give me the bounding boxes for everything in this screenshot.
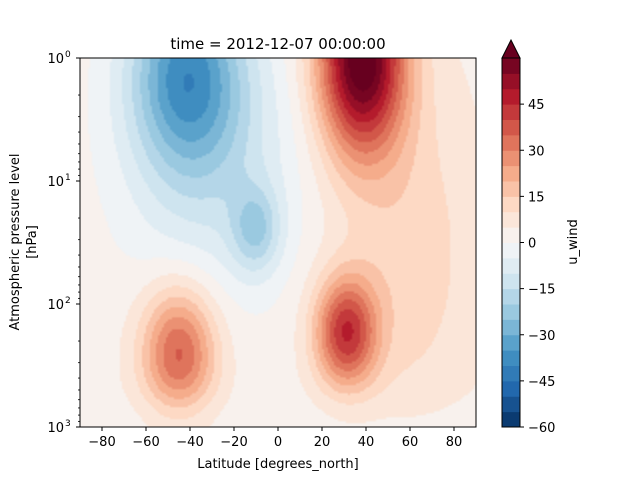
- colorbar-tick-label: 30: [528, 144, 545, 159]
- y-axis-label-line2: [hPa]: [25, 225, 40, 259]
- colorbar-tick-label: −45: [528, 375, 555, 390]
- colorbar-label: u_wind: [566, 219, 581, 264]
- colorbar-bin: [502, 411, 520, 428]
- colorbar-bin: [502, 104, 520, 120]
- y-tick-label: 10: [47, 421, 64, 436]
- colorbar-bin: [502, 196, 520, 213]
- x-tick-label: −40: [176, 435, 203, 450]
- x-tick-label: −60: [132, 435, 159, 450]
- colorbar-bin: [502, 334, 520, 351]
- x-axis-label: Latitude [degrees_north]: [197, 457, 358, 472]
- colorbar-bin: [502, 73, 520, 90]
- x-tick-label: 80: [446, 435, 463, 450]
- colorbar-bin: [502, 257, 520, 274]
- colorbar-bin: [502, 227, 520, 243]
- x-tick-label: 60: [402, 435, 419, 450]
- colorbar-bin: [502, 365, 520, 382]
- colorbar-tick-label: 45: [528, 98, 545, 113]
- colorbar-bin: [502, 288, 520, 305]
- x-tick-label: −80: [88, 435, 115, 450]
- x-tick-label: 20: [314, 435, 331, 450]
- y-tick-label: 10: [47, 52, 64, 67]
- x-tick-label: −20: [220, 435, 247, 450]
- colorbar-bin: [502, 319, 520, 336]
- y-tick-label: 10: [47, 175, 64, 190]
- plot-area: [80, 58, 476, 427]
- x-tick-label: 40: [358, 435, 375, 450]
- colorbar-bin: [502, 88, 520, 105]
- y-tick-exponent: 1: [65, 173, 71, 183]
- x-tick-label: 0: [274, 435, 282, 450]
- y-tick-label: 10: [47, 298, 64, 313]
- chart-title: time = 2012-12-07 00:00:00: [170, 35, 385, 53]
- colorbar-bin: [502, 350, 520, 366]
- y-tick-exponent: 3: [65, 419, 71, 429]
- x-axis: −80 −60 −40 −20 0 20 40 60 80: [88, 427, 462, 450]
- colorbar: −60 −45 −30 −15 0 15 30 45: [501, 38, 555, 436]
- colorbar-bin: [502, 242, 520, 259]
- colorbar-tick-label: 0: [528, 237, 536, 252]
- colorbar-bin: [502, 380, 520, 397]
- colorbar-bin: [502, 211, 520, 228]
- colorbar-bin: [502, 165, 520, 182]
- colorbar-tick-label: −30: [528, 329, 555, 344]
- contour-field: [80, 58, 476, 427]
- colorbar-extend-max: [501, 38, 521, 59]
- colorbar-bin: [502, 181, 520, 197]
- colorbar-bin: [502, 273, 520, 290]
- y-axis-label-line1: Atmospheric pressure level: [8, 153, 23, 330]
- colorbar-bin: [502, 304, 520, 320]
- colorbar-bin: [502, 396, 520, 413]
- colorbar-bin: [502, 150, 520, 167]
- colorbar-bin: [502, 58, 520, 74]
- y-tick-exponent: 2: [65, 296, 71, 306]
- colorbar-tick-label: 15: [528, 190, 545, 205]
- colorbar-bin: [502, 134, 520, 151]
- colorbar-bin: [502, 119, 520, 136]
- colorbar-tick-label: −15: [528, 283, 555, 298]
- colorbar-tick-label: −60: [528, 421, 555, 436]
- y-tick-exponent: 0: [65, 50, 71, 60]
